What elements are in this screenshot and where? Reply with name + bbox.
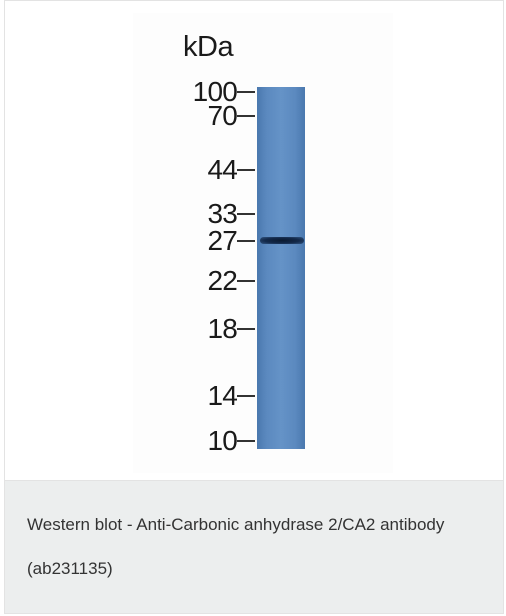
marker-100: 100 bbox=[155, 76, 255, 108]
marker-33: 33 bbox=[155, 198, 255, 230]
marker-label: 10 bbox=[207, 425, 237, 456]
marker-label: 44 bbox=[207, 154, 237, 185]
marker-tick bbox=[237, 280, 255, 282]
marker-22: 22 bbox=[155, 265, 255, 297]
marker-tick bbox=[237, 213, 255, 215]
marker-label: 70 bbox=[207, 100, 237, 131]
marker-label: 27 bbox=[207, 225, 237, 256]
marker-tick bbox=[237, 440, 255, 442]
protein-band bbox=[260, 237, 304, 244]
caption-text: Western blot - Anti-Carbonic anhydrase 2… bbox=[27, 515, 445, 578]
marker-44: 44 bbox=[155, 154, 255, 186]
marker-10: 10 bbox=[155, 425, 255, 457]
marker-label: 18 bbox=[207, 313, 237, 344]
marker-label: 33 bbox=[207, 198, 237, 229]
figure-caption: Western blot - Anti-Carbonic anhydrase 2… bbox=[5, 480, 503, 613]
marker-27: 27 bbox=[155, 225, 255, 257]
marker-14: 14 bbox=[155, 380, 255, 412]
marker-18: 18 bbox=[155, 313, 255, 345]
marker-70: 70 bbox=[155, 100, 255, 132]
blot-lane bbox=[257, 87, 305, 449]
marker-tick bbox=[237, 115, 255, 117]
marker-label: 100 bbox=[192, 76, 238, 107]
unit-label: kDa bbox=[183, 31, 234, 63]
marker-tick bbox=[237, 169, 255, 171]
figure-card: kDa 100 70 44 33 27 22 18 1 bbox=[4, 0, 504, 614]
marker-label: 14 bbox=[207, 380, 237, 411]
western-blot-image[interactable]: kDa 100 70 44 33 27 22 18 1 bbox=[5, 1, 503, 479]
marker-tick bbox=[237, 91, 255, 93]
marker-tick bbox=[237, 240, 255, 242]
marker-label: 22 bbox=[207, 265, 237, 296]
marker-tick bbox=[237, 328, 255, 330]
marker-tick bbox=[237, 395, 255, 397]
